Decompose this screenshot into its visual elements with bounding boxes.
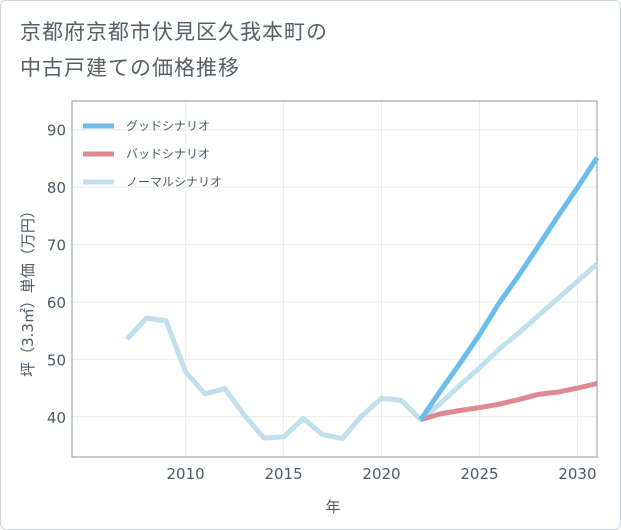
x-tick-label: 2025 (460, 465, 498, 483)
x-tick-label: 2020 (362, 465, 400, 483)
page-title: 京都府京都市伏見区久我本町の 中古戸建ての価格推移 (20, 14, 328, 86)
legend-label-bad: バッドシナリオ (126, 147, 210, 161)
series-lines (125, 156, 600, 442)
x-tick-label: 2030 (558, 465, 596, 483)
series-line-good (418, 156, 600, 422)
legend-label-good: グッドシナリオ (126, 119, 210, 133)
y-tick-label: 40 (47, 409, 66, 427)
axis-ticks: 40 50 60 70 80 90 2010 2015 2020 2025 2030 (47, 122, 597, 483)
title-line-2: 中古戸建ての価格推移 (20, 56, 240, 80)
x-tick-label: 2010 (167, 465, 205, 483)
y-tick-label: 90 (47, 122, 66, 140)
y-tick-label: 70 (47, 237, 66, 255)
series-line-bad (419, 381, 598, 423)
x-axis-title: 年 (325, 498, 340, 516)
plot-area-border (71, 100, 598, 458)
grid-lines (72, 101, 597, 457)
y-tick-label: 80 (47, 179, 66, 197)
series-line-normal (125, 262, 599, 442)
legend: グッドシナリオ バッドシナリオ ノーマルシナリオ (83, 119, 222, 189)
y-tick-label: 60 (47, 294, 66, 312)
y-axis-title: 坪（3.3㎡）単価（万円） (19, 203, 37, 377)
legend-label-normal: ノーマルシナリオ (126, 175, 222, 189)
title-line-1: 京都府京都市伏見区久我本町の (20, 20, 328, 44)
x-tick-label: 2015 (264, 465, 302, 483)
y-tick-label: 50 (47, 351, 66, 369)
